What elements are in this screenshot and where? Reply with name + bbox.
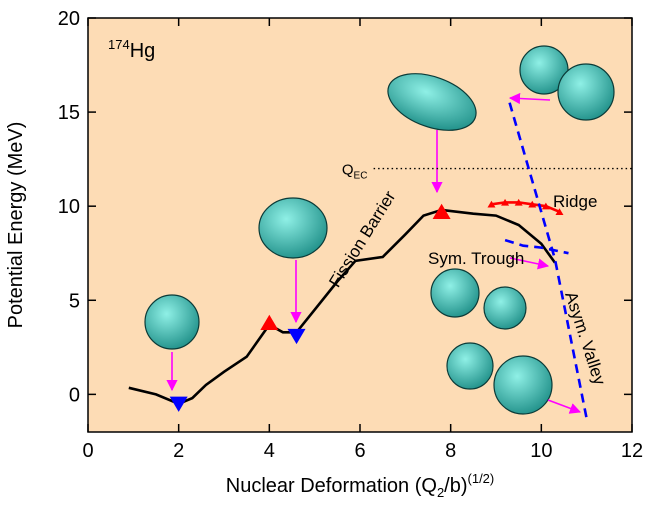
x-tick-label: 10 (530, 440, 552, 462)
x-label-sub: 2 (437, 485, 444, 500)
x-label-sup: (1/2) (468, 471, 495, 486)
fragment-shape (447, 343, 493, 389)
fragment-shape (431, 269, 479, 317)
chart: Potential Energy (MeV) Nuclear Deformati… (0, 0, 652, 502)
y-axis-label: Potential Energy (MeV) (5, 122, 27, 329)
x-tick-label: 2 (173, 440, 184, 462)
x-label-part: /b) (444, 475, 467, 497)
deformed-shape (259, 198, 327, 258)
x-tick-label: 4 (264, 440, 275, 462)
y-tick-label: 20 (58, 8, 80, 30)
annotation: Sym. Trough (428, 249, 524, 268)
spherical-shape (145, 295, 199, 349)
nucleus-mass: 174 (108, 37, 130, 52)
fragment-shape (484, 287, 526, 329)
fragment-shape (494, 356, 552, 414)
x-tick-label: 0 (82, 440, 93, 462)
x-label-part: Nuclear Deformation (Q (226, 475, 437, 497)
x-tick-label: 12 (621, 440, 643, 462)
y-tick-label: 0 (69, 384, 80, 406)
reference-label-sub: EC (354, 171, 368, 182)
annotation: Ridge (553, 192, 597, 211)
reference-label-main: Q (342, 162, 354, 179)
y-tick-label: 5 (69, 290, 80, 312)
x-axis-label: Nuclear Deformation (Q2/b)(1/2) (226, 471, 495, 500)
y-tick-label: 10 (58, 196, 80, 218)
nucleus-symbol: Hg (130, 40, 156, 62)
fragment-shape (558, 64, 614, 120)
x-tick-label: 8 (445, 440, 456, 462)
y-tick-label: 15 (58, 102, 80, 124)
x-tick-label: 6 (354, 440, 365, 462)
